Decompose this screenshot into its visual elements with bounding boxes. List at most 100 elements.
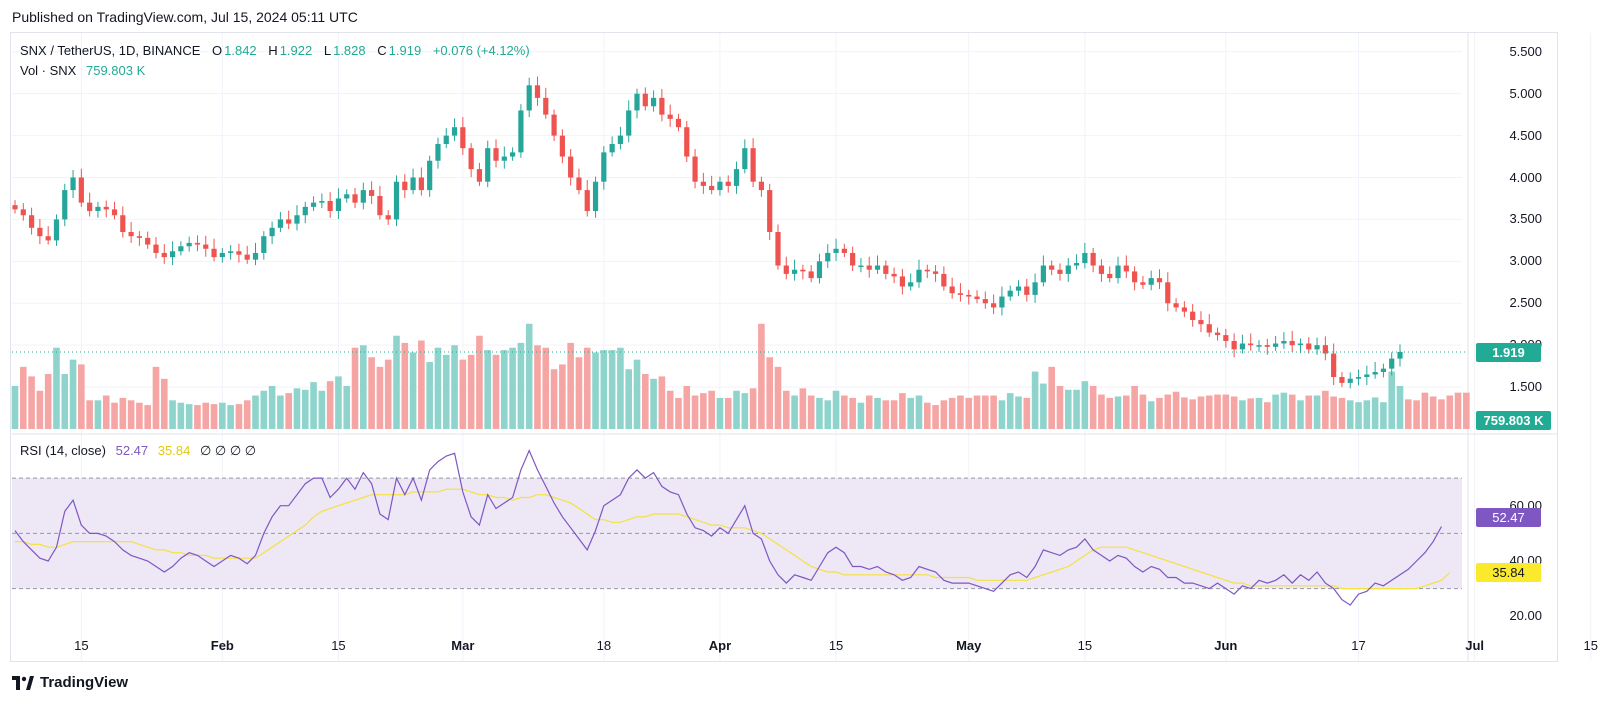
candle-body: [1206, 324, 1212, 333]
volume-bar: [509, 347, 516, 429]
candle-body: [601, 152, 607, 182]
volume-bar: [791, 395, 798, 429]
volume-bar: [285, 393, 292, 429]
volume-bar: [434, 347, 442, 429]
candle-body: [559, 135, 565, 157]
volume-bar: [1081, 381, 1089, 429]
volume-bar: [1214, 394, 1221, 429]
candle-body: [103, 206, 109, 210]
volume-bar: [1048, 366, 1055, 429]
volume-bar: [1355, 402, 1362, 429]
volume-bar: [973, 395, 981, 429]
candle-body: [717, 181, 723, 191]
candle-body: [244, 254, 250, 260]
candle-body: [410, 177, 416, 191]
candle-body: [510, 152, 516, 157]
tradingview-brand[interactable]: TradingView: [12, 674, 128, 691]
candle-body: [891, 273, 897, 277]
volume-bar: [127, 400, 135, 429]
volume-bar: [982, 395, 989, 429]
volume-bar: [700, 393, 707, 429]
volume-bar: [1098, 394, 1105, 429]
symbol-label: SNX / TetherUS, 1D, BINANCE: [20, 43, 201, 58]
candle-body: [1115, 265, 1121, 279]
volume-bar: [69, 359, 77, 429]
rsi-tag: 52.47: [1476, 508, 1541, 527]
volume-bar: [1114, 396, 1122, 429]
candle-body: [750, 148, 756, 182]
volume-bar: [235, 404, 243, 429]
rsi-value: 52.47: [115, 443, 149, 458]
volume-bar: [1064, 389, 1072, 429]
volume-bar: [940, 400, 948, 429]
candle-body: [136, 236, 143, 238]
volume-bar: [824, 400, 832, 429]
candle-body: [1239, 343, 1246, 350]
volume-bar: [550, 369, 558, 429]
candle-body: [783, 265, 789, 274]
volume-bar: [741, 393, 749, 429]
volume-bar: [1346, 400, 1354, 429]
volume-bar: [169, 400, 176, 429]
candle-body: [1297, 343, 1304, 346]
candle-body: [28, 215, 35, 228]
volume-bar: [1139, 394, 1147, 429]
volume-bar: [476, 335, 483, 429]
ohlc-legend: SNX / TetherUS, 1D, BINANCE O 1.842 H 1.92…: [20, 43, 532, 58]
volume-bar: [1272, 394, 1279, 429]
volume-bar: [832, 390, 840, 429]
volume-bar: [890, 400, 898, 429]
time-axis-label: 15: [828, 638, 844, 653]
candle-body: [219, 252, 225, 258]
candle-body: [576, 177, 582, 191]
candle-body: [1032, 282, 1038, 295]
volume-bar: [1123, 395, 1130, 429]
candle-body: [360, 190, 366, 203]
candle-body: [941, 273, 947, 287]
candle-body: [236, 251, 242, 255]
rsi-na-values: ∅ ∅ ∅ ∅: [199, 443, 257, 458]
volume-bar: [816, 397, 823, 429]
candle-body: [617, 135, 624, 144]
candle-body: [1173, 303, 1179, 308]
candle-body: [634, 93, 640, 111]
time-axis-label: Apr: [708, 638, 732, 653]
high-label: H: [268, 43, 278, 58]
candle-body: [866, 265, 872, 270]
volume-bar: [1006, 393, 1014, 429]
volume-bar: [865, 395, 873, 429]
candle-body: [1389, 358, 1395, 369]
volume-bar: [874, 397, 881, 429]
volume-bar: [691, 395, 699, 429]
candle-body: [1156, 278, 1163, 283]
volume-bar: [600, 350, 608, 429]
chart-frame[interactable]: [10, 32, 1558, 662]
candle-body: [1107, 273, 1113, 279]
candle-body: [1322, 345, 1328, 354]
last-price-tag: 1.919: [1476, 343, 1541, 362]
candle-body: [1057, 269, 1063, 274]
volume-bar: [194, 405, 201, 429]
candle-body: [1165, 282, 1171, 304]
volume-bar: [1172, 391, 1180, 429]
volume-bars: [11, 323, 1470, 429]
volume-bar: [1197, 396, 1205, 429]
volume-bar: [152, 366, 160, 429]
candle-body: [186, 242, 192, 247]
candle-body: [700, 181, 706, 186]
volume-bar: [1056, 385, 1064, 429]
volume-bar: [1222, 394, 1230, 429]
brand-name: TradingView: [40, 674, 129, 691]
rsi-pane: [12, 448, 1462, 606]
volume-bar: [61, 374, 69, 429]
volume-bar: [409, 352, 417, 429]
candle-body: [626, 110, 632, 136]
candle-body: [775, 232, 781, 266]
volume-bar: [459, 359, 467, 429]
candle-body: [1140, 282, 1146, 285]
candle-body: [982, 299, 988, 304]
volume-bar: [326, 381, 334, 429]
candle-body: [1347, 378, 1353, 383]
volume-bar: [733, 390, 740, 429]
